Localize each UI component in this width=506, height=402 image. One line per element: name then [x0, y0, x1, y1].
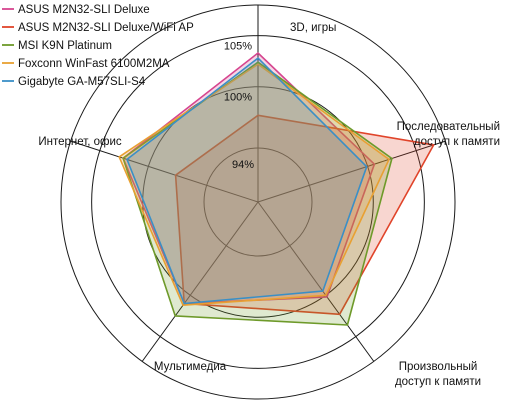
legend-entry: Foxconn WinFast 6100M2MA [18, 58, 170, 70]
axis-label: Последовательный доступ к памяти [397, 121, 500, 148]
series-polygon [118, 63, 390, 307]
legend: ASUS M2N32-SLI Deluxe ASUS M2N32-SLI Delu… [2, 4, 194, 88]
axis-spokes [70, 5, 446, 362]
legend-entry: ASUS M2N32-SLI Deluxe/WiFi AP [18, 22, 194, 34]
axis-label: Произвольный доступ к памяти [395, 361, 481, 388]
axis-spoke [141, 201, 259, 362]
legend-entry: ASUS M2N32-SLI Deluxe [18, 4, 150, 16]
ring-label: 100% [224, 92, 252, 104]
ring-label: 105% [224, 41, 252, 53]
axis-labels: 3D, игры Последовательный доступ к памяти П… [38, 22, 500, 388]
axis-label: Мультимедиа [154, 361, 227, 373]
axis-spoke [257, 140, 446, 203]
axis-spoke [70, 140, 259, 203]
series-polygon [174, 114, 435, 316]
axis-label: Интернет, офис [38, 136, 122, 148]
series-polygon [126, 57, 368, 305]
legend-entry: Gigabyte GA-M57SLI-S4 [18, 76, 146, 88]
axis-spoke [257, 201, 375, 362]
ring-label: 94% [232, 159, 254, 171]
axis-label: 3D, игры [290, 22, 336, 34]
series-polygon [122, 61, 393, 326]
series-polygons [118, 52, 435, 326]
ring-labels: 94% 100% 105% [224, 41, 254, 171]
legend-entry: MSI K9N Platinum [18, 40, 112, 52]
